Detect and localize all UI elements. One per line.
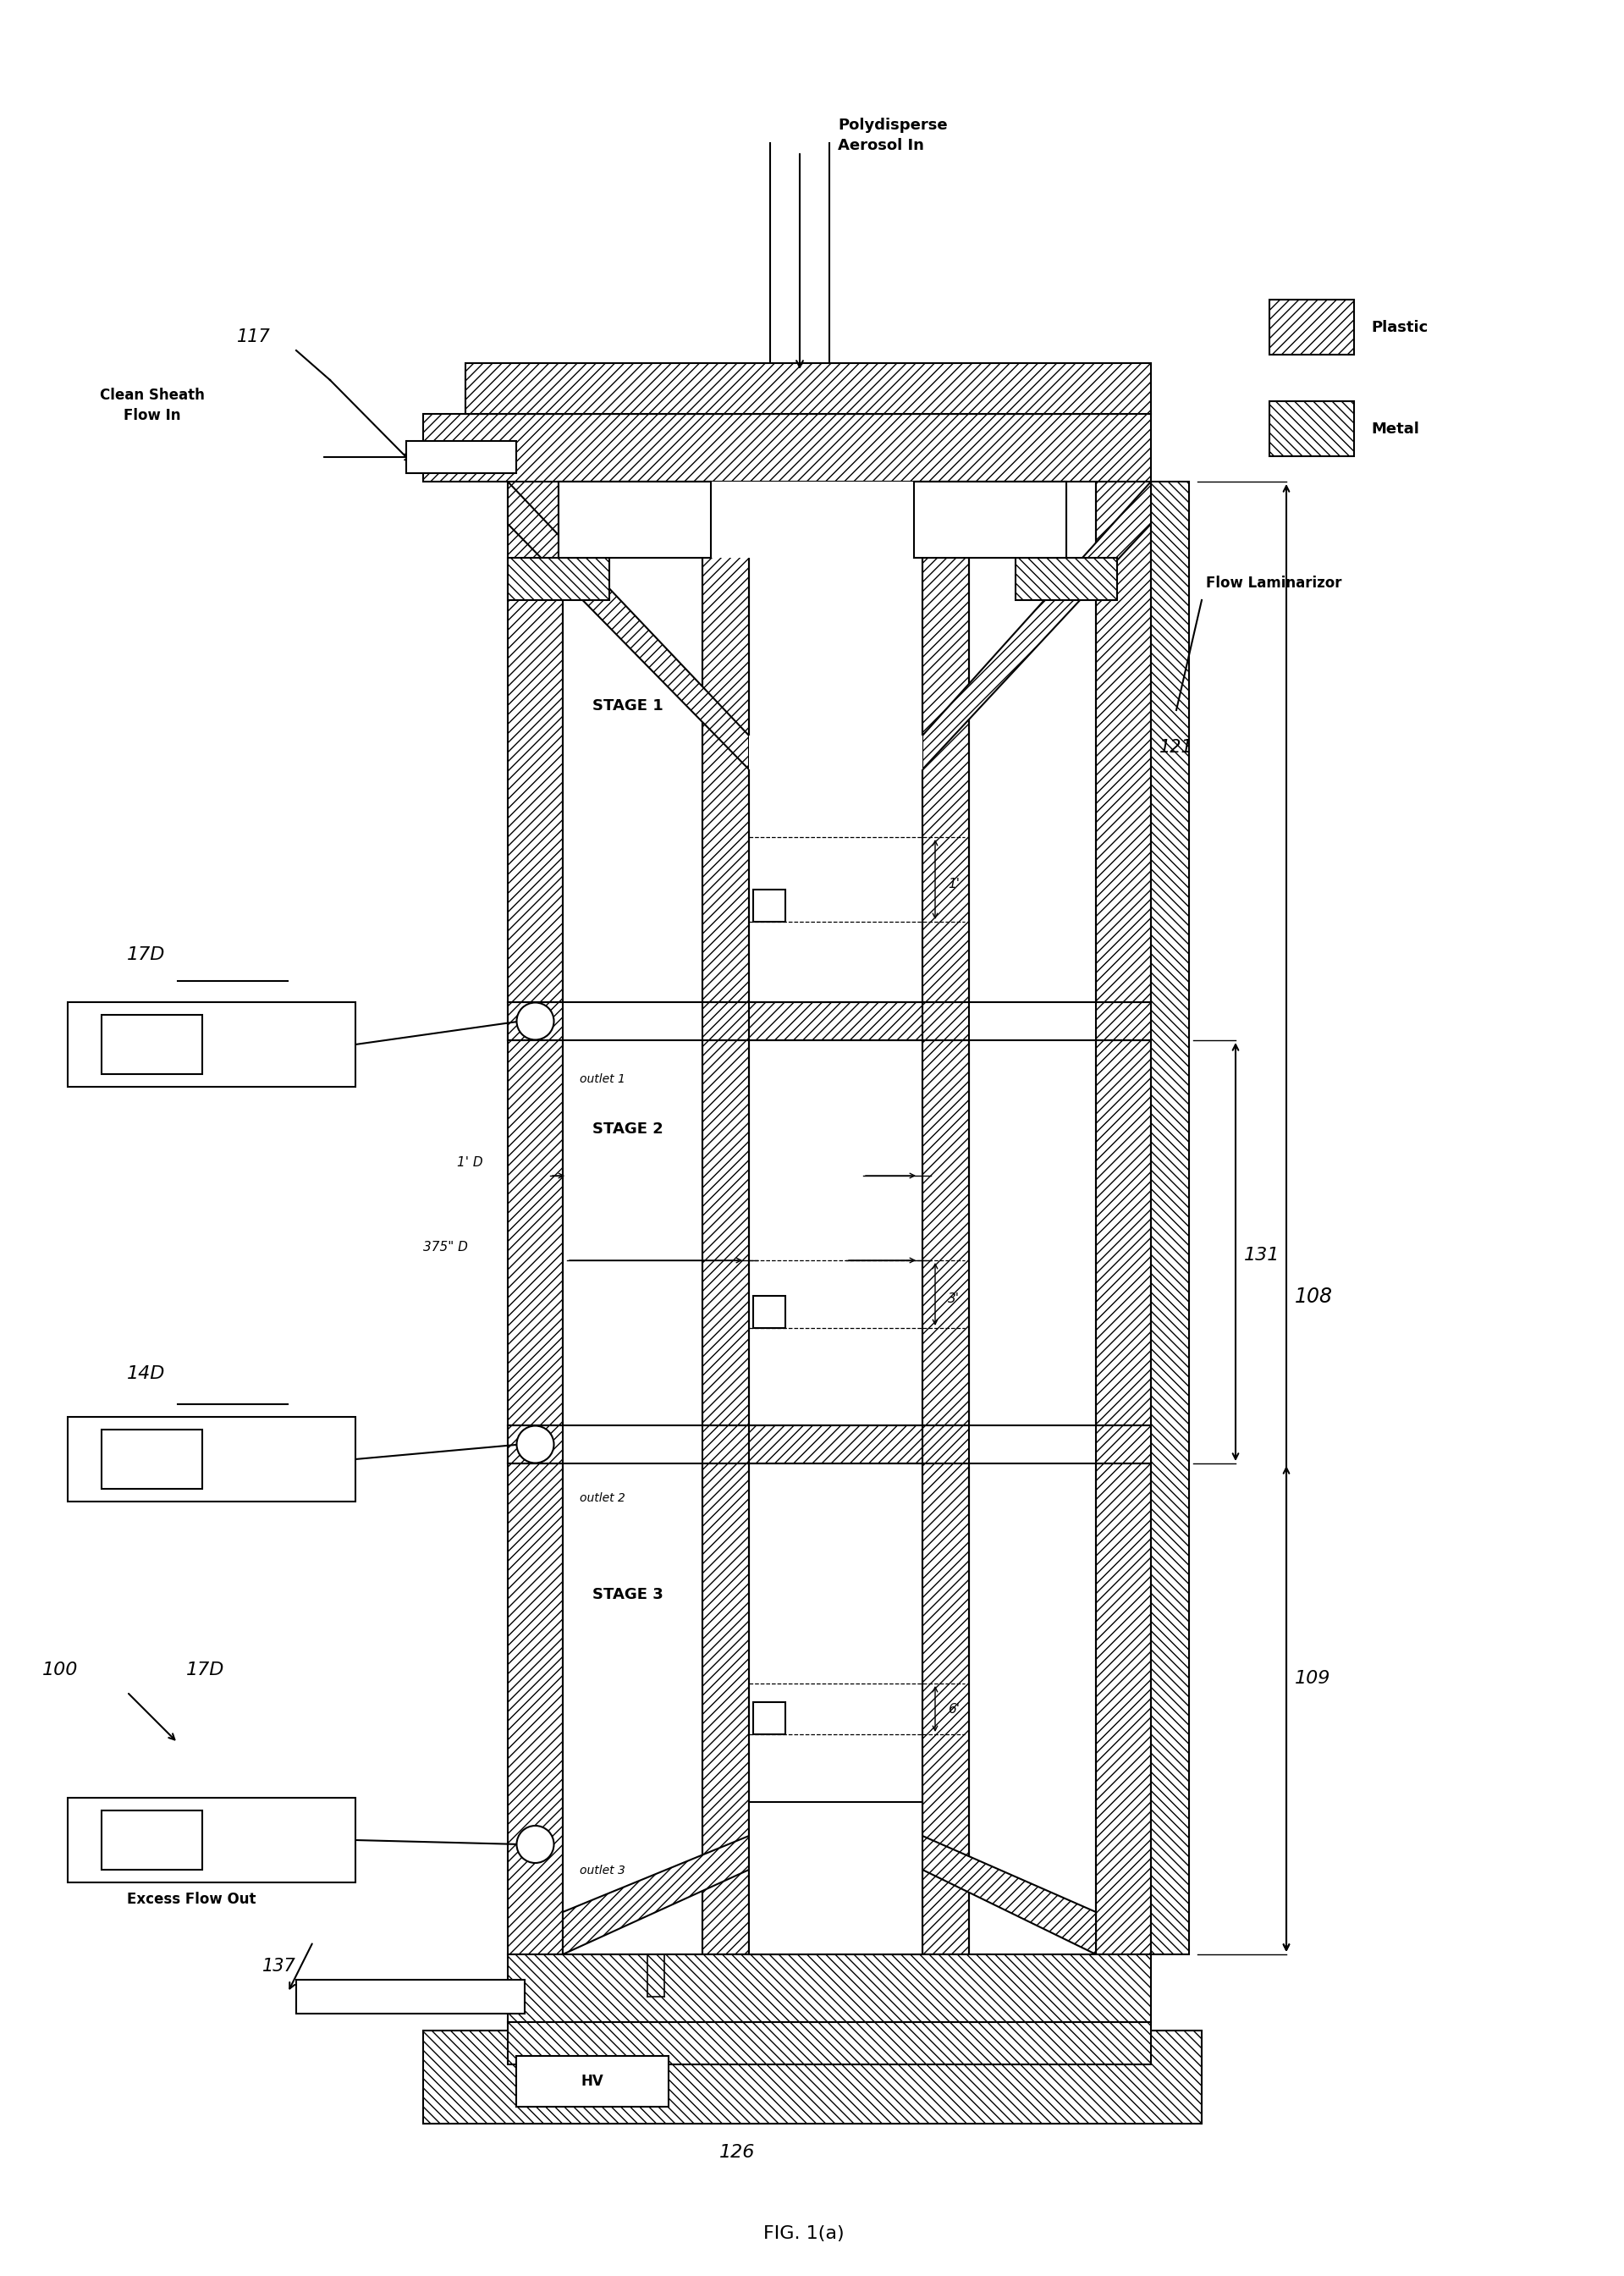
Text: HV: HV (581, 2073, 604, 2089)
Bar (559, 483, 711, 558)
Bar (754, 1702, 786, 1734)
Bar (1270, 401, 1354, 455)
Text: 1' D: 1' D (456, 1156, 482, 1170)
Bar (914, 483, 1067, 558)
Bar (703, 1001, 749, 1040)
Bar (1096, 1425, 1151, 1463)
Bar (508, 558, 609, 601)
Text: outlet 1: outlet 1 (580, 1074, 625, 1086)
Text: 121: 121 (1160, 740, 1194, 756)
Bar (754, 890, 786, 922)
Polygon shape (922, 1837, 1096, 1955)
Bar (296, 1980, 525, 2014)
Bar (749, 483, 922, 1955)
Bar (68, 1001, 356, 1088)
Bar (508, 1001, 564, 1040)
Bar (914, 483, 1067, 558)
Text: Polydisperse
Aerosol In: Polydisperse Aerosol In (838, 118, 947, 152)
Bar (970, 483, 1096, 1955)
Bar (102, 1015, 203, 1074)
Bar (424, 2030, 1202, 2124)
Bar (508, 483, 564, 1955)
Text: outlet 3: outlet 3 (580, 1864, 625, 1875)
Text: 6': 6' (948, 1702, 960, 1716)
Bar (466, 371, 1125, 414)
Text: FIG. 1(a): FIG. 1(a) (763, 2226, 844, 2242)
Bar (564, 1001, 703, 1040)
Text: 109: 109 (1294, 1671, 1330, 1687)
Bar (749, 1425, 922, 1463)
Bar (711, 483, 914, 558)
Text: Metal: Metal (1371, 421, 1419, 437)
Bar (516, 2055, 669, 2108)
Bar (970, 1425, 1096, 1463)
Text: 108: 108 (1294, 1286, 1333, 1306)
Bar (564, 483, 703, 1955)
Bar (749, 735, 922, 769)
Bar (68, 1418, 356, 1502)
Bar (102, 1429, 203, 1489)
Bar (1015, 558, 1117, 601)
Bar (564, 1425, 703, 1463)
Polygon shape (564, 1837, 749, 1955)
Bar (922, 1001, 970, 1040)
Text: Excess Flow Out: Excess Flow Out (127, 1891, 257, 1907)
Bar (508, 2021, 1151, 2064)
Bar (922, 1425, 970, 1463)
Text: STAGE 2: STAGE 2 (593, 1122, 663, 1136)
Text: 117: 117 (237, 328, 271, 346)
Bar (1270, 300, 1354, 355)
Text: 14D: 14D (127, 1366, 166, 1382)
Text: 17D: 17D (127, 947, 166, 963)
Bar (102, 1809, 203, 1869)
Bar (508, 1955, 1151, 2021)
Circle shape (516, 1825, 554, 1864)
Text: STAGE 3: STAGE 3 (593, 1586, 663, 1602)
Text: 131: 131 (1244, 1247, 1280, 1263)
Bar (754, 1295, 786, 1327)
Bar (551, 1955, 991, 2030)
Bar (1151, 483, 1189, 1955)
Text: 137: 137 (263, 1957, 296, 1976)
Polygon shape (508, 483, 749, 769)
Bar (970, 1001, 1096, 1040)
Bar (922, 483, 970, 1955)
Text: Clean Sheath
Flow In: Clean Sheath Flow In (101, 387, 205, 423)
Text: 3': 3' (948, 1293, 960, 1304)
Bar (424, 414, 1151, 483)
Text: Plastic: Plastic (1371, 321, 1427, 335)
Bar (559, 483, 711, 558)
Text: 100: 100 (42, 1661, 78, 1677)
Text: 375" D: 375" D (424, 1240, 468, 1254)
Bar (406, 442, 516, 473)
Text: Flow Laminarizor: Flow Laminarizor (1207, 576, 1341, 592)
Bar (1096, 1001, 1151, 1040)
Text: STAGE 1: STAGE 1 (593, 699, 663, 712)
Text: 126: 126 (719, 2144, 755, 2160)
Text: outlet 2: outlet 2 (580, 1493, 625, 1504)
Bar (1096, 483, 1151, 1955)
Polygon shape (922, 483, 1151, 769)
Circle shape (516, 1001, 554, 1040)
Text: 1': 1' (948, 879, 960, 890)
Bar (703, 483, 749, 1955)
Circle shape (516, 1425, 554, 1463)
Bar (749, 1803, 922, 1955)
Bar (68, 1798, 356, 1882)
Bar (466, 364, 1151, 414)
Text: 17D: 17D (187, 1661, 224, 1677)
Bar (749, 1001, 922, 1040)
Bar (508, 1425, 564, 1463)
Bar (703, 1425, 749, 1463)
